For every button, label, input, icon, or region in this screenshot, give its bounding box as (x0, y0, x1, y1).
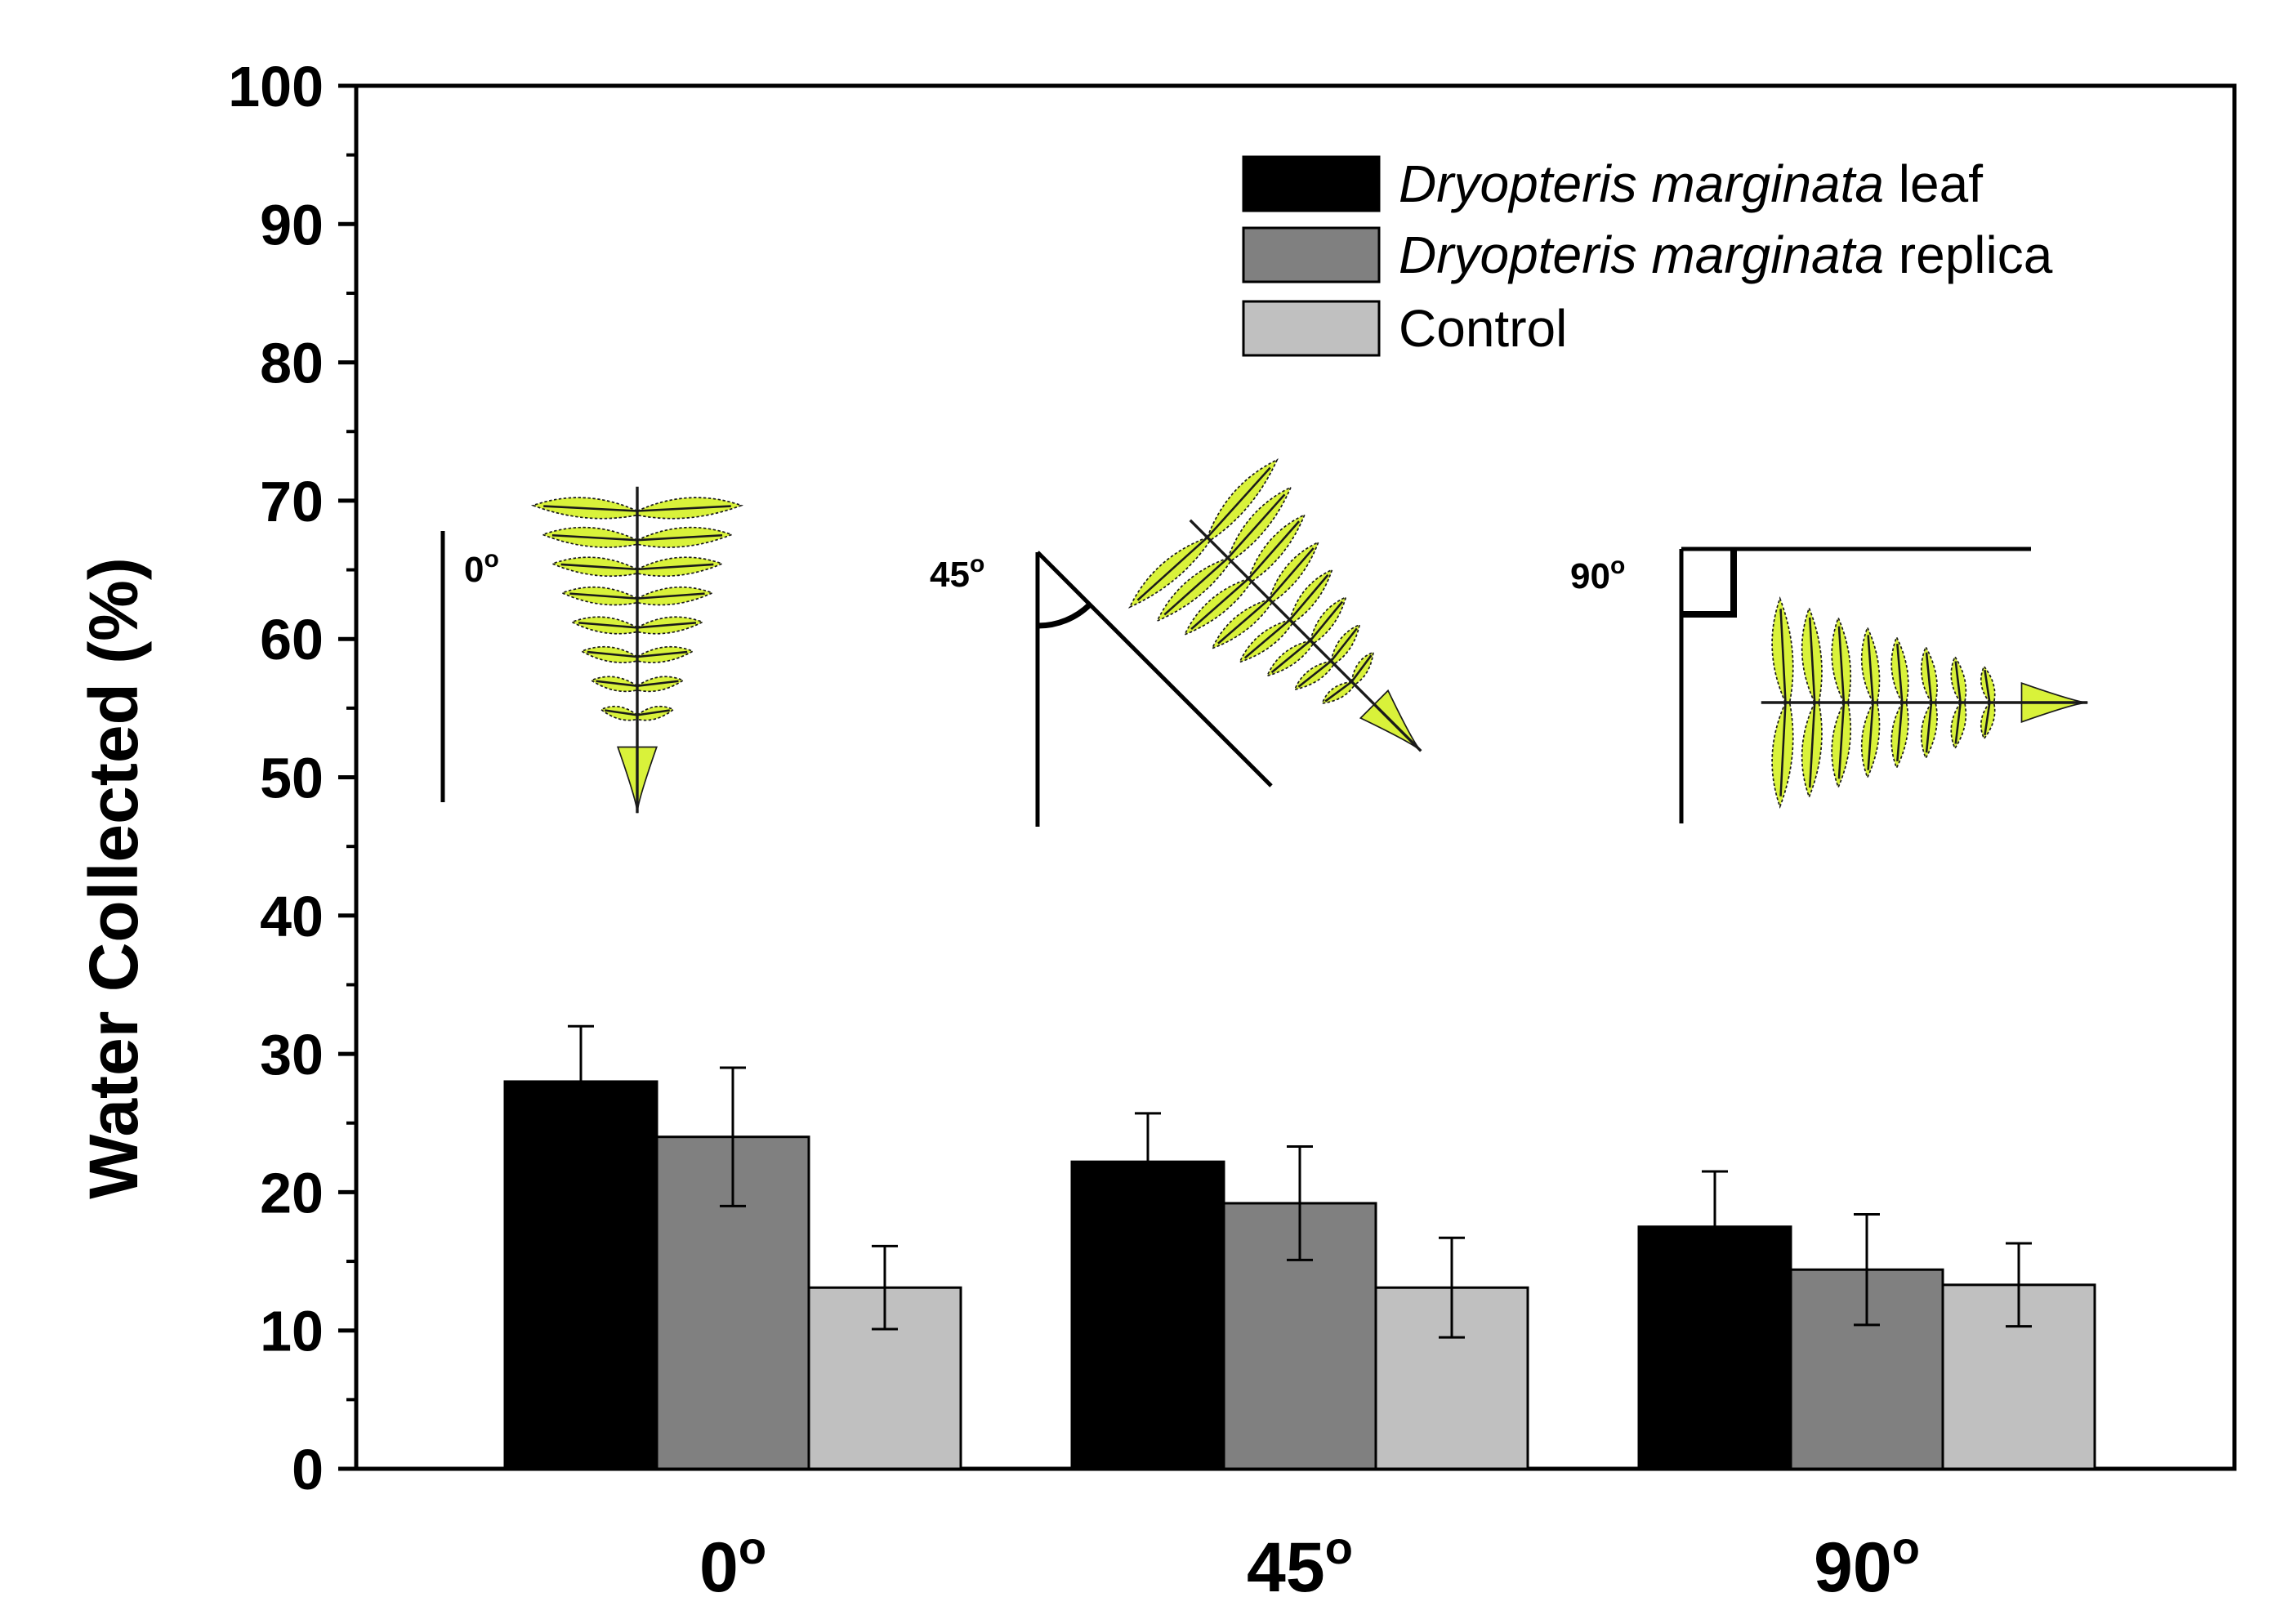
fern-leaf-icon (1761, 596, 2088, 809)
inset-angle-label: 0o (464, 546, 499, 590)
legend-label: Dryopteris marginata leaf (1399, 154, 1983, 213)
right-angle-marker (1681, 549, 1737, 618)
y-tick-label: 10 (260, 1300, 324, 1363)
x-tick-label: 90o (1814, 1522, 1920, 1607)
legend-label: Control (1399, 299, 1567, 358)
legend-swatch (1242, 226, 1381, 283)
fern-leaf-icon (531, 486, 743, 814)
legend: Dryopteris marginata leaf Dryopteris marg… (1242, 154, 2053, 358)
y-axis: 0 10 20 30 40 50 60 70 80 90 100 (228, 55, 356, 1501)
legend-swatch (1242, 155, 1381, 212)
inset-angle-label: 45o (930, 551, 984, 595)
y-tick-label: 80 (260, 332, 324, 395)
y-tick-label: 50 (260, 747, 324, 810)
y-tick-label: 70 (260, 470, 324, 533)
bars (503, 1080, 2096, 1470)
angle-arc (1037, 602, 1092, 629)
bar-leaf (503, 1080, 658, 1470)
legend-label: Dryopteris marginata replica (1399, 225, 2053, 284)
error-bars (568, 1024, 2032, 1339)
x-axis: 0o 45o 90o (699, 1522, 1920, 1607)
angle-leaf-line (1036, 551, 1273, 787)
y-tick-label: 30 (260, 1023, 324, 1086)
x-tick-label: 45o (1247, 1522, 1353, 1607)
orientation-insets: 0o 45o 90o (440, 458, 2088, 827)
y-tick-label: 0 (292, 1438, 324, 1501)
y-tick-label: 90 (260, 193, 324, 257)
y-tick-label: 40 (260, 885, 324, 948)
y-axis-title: Water Collected (%) (75, 557, 152, 1199)
inset-angle-label: 90o (1570, 552, 1625, 596)
y-tick-label: 100 (228, 55, 324, 118)
y-tick-label: 20 (260, 1161, 324, 1225)
bar-leaf (1070, 1160, 1225, 1470)
fern-leaf-icon (1128, 458, 1422, 752)
y-tick-label: 60 (260, 608, 324, 671)
legend-swatch (1242, 300, 1381, 357)
x-tick-label: 0o (699, 1522, 766, 1607)
